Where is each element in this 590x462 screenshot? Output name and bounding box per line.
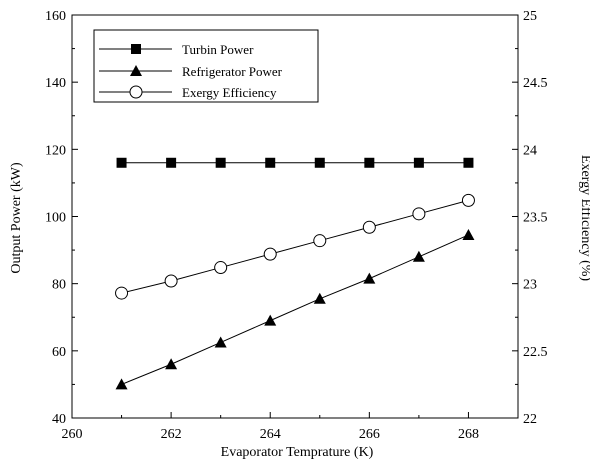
refrigerator-power-point [412,250,425,262]
refrigerator-power-point [165,358,178,370]
refrigerator-power-line [121,234,469,385]
x-axis: 260 262 264 266 268 [62,412,479,442]
y-axis-left: 40 60 80 100 120 140 160 [45,9,78,427]
legend-marker-triangle [130,65,142,76]
refrigerator-power-point [264,314,277,326]
x-tick-label: 264 [260,427,281,442]
y-left-tick-label: 160 [45,9,66,24]
y-right-tick-label: 25 [523,9,537,24]
y-right-tick-label: 23.5 [523,211,548,226]
series-layer [115,157,475,390]
x-tick-label: 268 [458,427,479,442]
legend-label-refrigerator: Refrigerator Power [182,64,283,79]
turbin-power-point [166,157,177,168]
exergy-efficiency-point [164,274,178,288]
exergy-efficiency-point [412,207,426,221]
refrigerator-power-point [115,378,128,390]
y-right-tick-label: 23 [523,278,537,293]
y-axis-left-title: Output Power (kW) [9,162,24,274]
turbin-power-point [463,157,474,168]
refrigerator-power-point [462,228,475,240]
y-left-tick-label: 120 [45,143,66,158]
exergy-efficiency-point [263,247,277,261]
turbin-power-point [314,157,325,168]
turbin-power-point [215,157,226,168]
y-left-tick-label: 40 [52,412,66,427]
legend-label-turbin: Turbin Power [182,42,254,57]
y-left-tick-label: 140 [45,76,66,91]
exergy-efficiency-point [313,234,327,248]
y-left-tick-label: 100 [45,211,66,226]
exergy-efficiency-point [214,261,228,275]
turbin-power-point [265,157,276,168]
turbin-power-point [116,157,127,168]
x-tick-label: 262 [161,427,182,442]
refrigerator-power-point [363,272,376,284]
y-right-tick-label: 24.5 [523,76,548,91]
exergy-efficiency-point [115,286,129,300]
x-axis-title: Evaporator Temprature (K) [221,445,374,460]
y-left-tick-label: 80 [52,278,66,293]
y-right-tick-label: 24 [523,143,537,158]
y-left-tick-label: 60 [52,345,66,360]
refrigerator-power-point [214,336,227,348]
exergy-efficiency-line [121,199,469,294]
y-right-tick-label: 22 [523,412,537,427]
legend-label-exergy: Exergy Efficiency [182,85,277,100]
y-axis-right-title: Exergy Efficiency (%) [578,155,590,282]
y-right-tick-label: 22.5 [523,345,548,360]
legend-marker-circle [129,85,143,99]
x-tick-label: 266 [359,427,380,442]
x-tick-label: 260 [62,427,83,442]
turbin-power-point [413,157,424,168]
legend-marker-square [131,44,141,54]
y-axis-right: 22 22.5 23 23.5 24 24.5 25 [512,9,548,427]
exergy-efficiency-point [461,193,475,207]
exergy-efficiency-point [362,220,376,234]
turbin-power-point [364,157,375,168]
refrigerator-power-point [313,292,326,304]
legend: Turbin Power Refrigerator Power Exergy E… [93,29,319,103]
